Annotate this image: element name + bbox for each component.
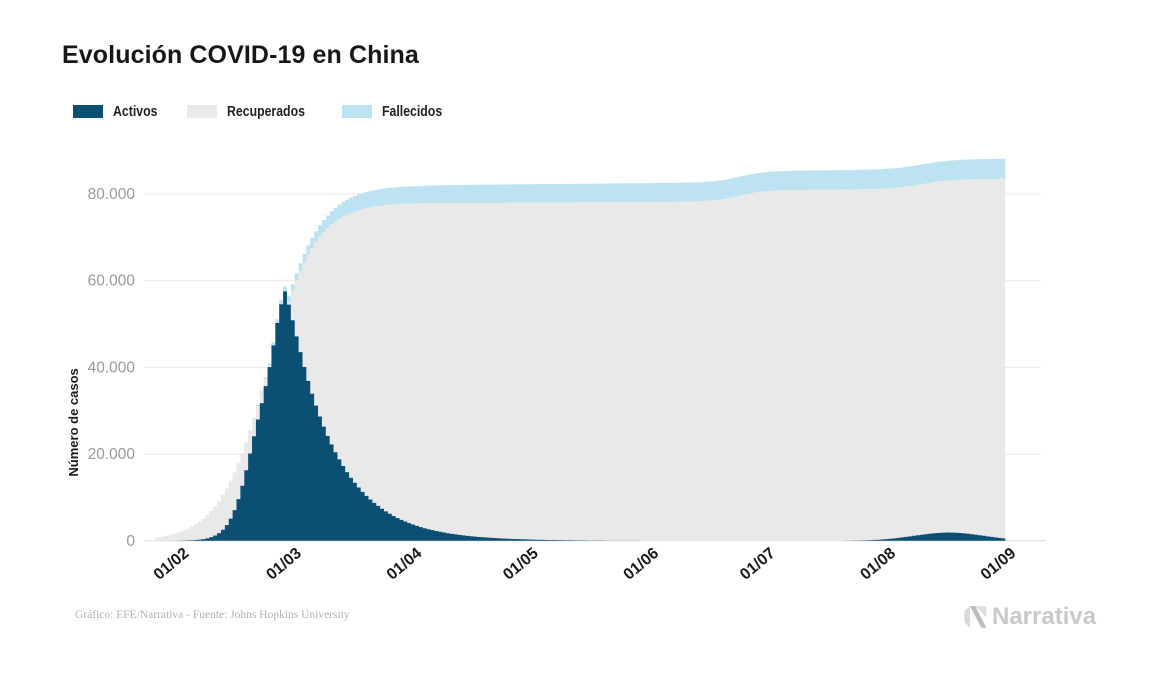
svg-text:01/03: 01/03 <box>263 545 305 584</box>
svg-text:Número de casos: Número de casos <box>66 368 81 476</box>
svg-text:01/06: 01/06 <box>621 545 663 584</box>
svg-text:01/05: 01/05 <box>500 545 542 584</box>
svg-text:20.000: 20.000 <box>88 446 136 463</box>
svg-text:40.000: 40.000 <box>88 359 136 376</box>
svg-text:01/08: 01/08 <box>857 545 899 584</box>
svg-text:01/09: 01/09 <box>978 545 1020 584</box>
svg-text:80.000: 80.000 <box>88 186 136 203</box>
svg-text:0: 0 <box>126 533 135 550</box>
svg-text:01/07: 01/07 <box>737 545 779 584</box>
svg-text:01/04: 01/04 <box>384 545 426 584</box>
svg-text:60.000: 60.000 <box>88 273 136 290</box>
svg-text:01/02: 01/02 <box>151 545 193 584</box>
